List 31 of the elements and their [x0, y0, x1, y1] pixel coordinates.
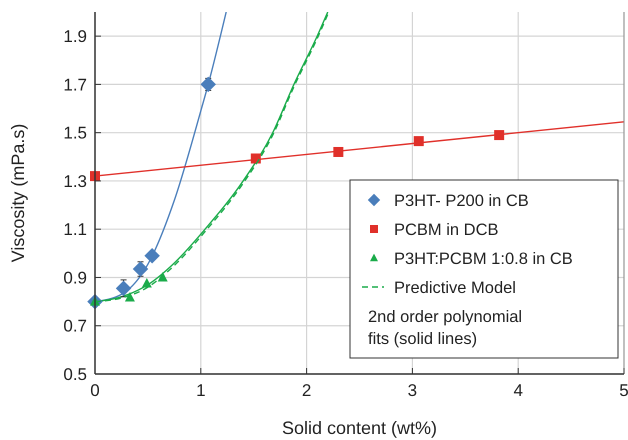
y-tick-label: 1.7	[63, 75, 87, 94]
y-tick-label: 0.9	[63, 268, 87, 288]
annotation: 2nd order polynomial fits (solid lines)	[368, 308, 522, 348]
legend-label: Predictive Model	[394, 279, 516, 297]
y-tick-label: 0.7	[63, 316, 87, 336]
x-axis-title: Solid content (wt%)	[282, 418, 438, 438]
point	[144, 248, 160, 264]
point	[494, 130, 504, 140]
legend-label: P3HT:PCBM 1:0.8 in CB	[394, 250, 573, 268]
x-tick-label: 5	[619, 381, 628, 400]
y-axis-title: Viscosity (mPa.s)	[8, 124, 28, 262]
y-tick-label: 0.5	[63, 365, 87, 384]
y-tick-label: 1.3	[63, 172, 87, 191]
point	[132, 261, 148, 277]
point	[124, 292, 135, 302]
x-tick-label: 4	[513, 381, 523, 400]
point	[250, 153, 261, 164]
legend-label: P3HT- P200 in CB	[394, 192, 529, 210]
y-tick-label: 1.1	[63, 220, 87, 240]
x-tick-label: 2	[302, 381, 312, 400]
point	[414, 136, 424, 146]
x-tick-label: 3	[408, 381, 418, 400]
point	[116, 280, 132, 296]
point	[200, 76, 216, 92]
point	[333, 146, 344, 157]
y-tick-label: 1.5	[63, 124, 87, 143]
legend-label: PCBM in DCB	[394, 221, 499, 239]
point	[142, 278, 152, 288]
y-tick-label: 1.9	[63, 27, 87, 46]
x-tick-label: 0	[90, 381, 100, 400]
x-tick-label: 1	[196, 381, 206, 400]
